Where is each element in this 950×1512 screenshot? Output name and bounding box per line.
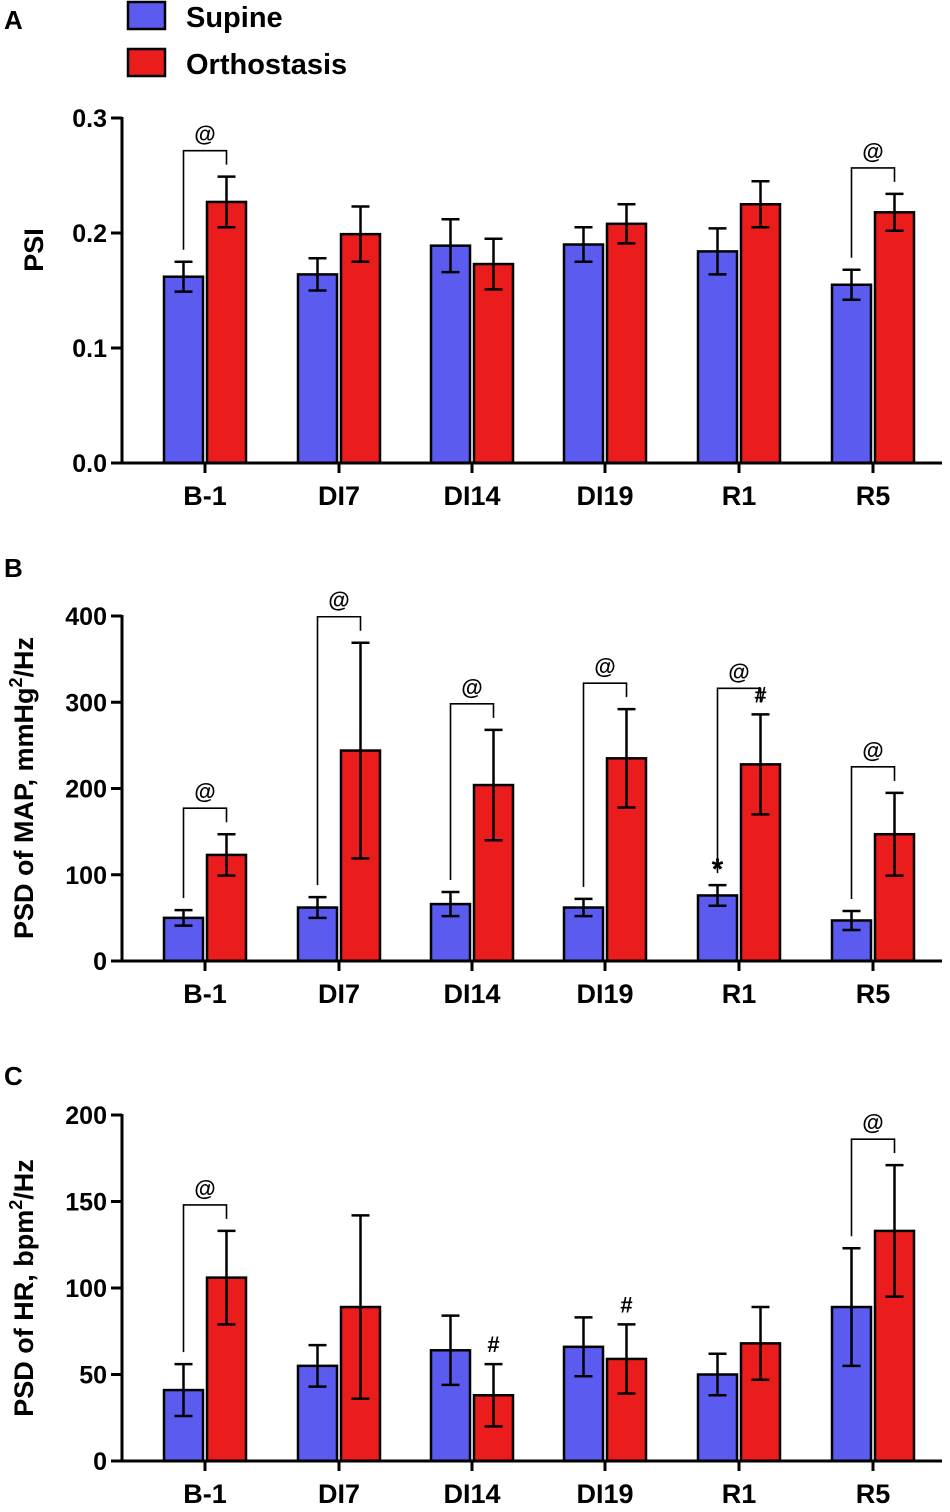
- y-axis-title-b-suffix: /Hz: [9, 637, 39, 678]
- sig-label-a-1: @: [862, 139, 883, 164]
- x-tick-label-b-r5: R5: [856, 979, 891, 1009]
- y-tick-label-b-4: 400: [65, 603, 107, 631]
- x-tick-label-c-di7: DI7: [318, 1479, 360, 1509]
- x-tick-label-a-b-1: B-1: [183, 481, 227, 511]
- legend-swatch-supine: [126, 0, 167, 31]
- bar-a-supine-di7: [296, 273, 339, 465]
- y-tick-label-b-1: 100: [65, 862, 107, 890]
- x-tick-label-a-r5: R5: [856, 481, 891, 511]
- x-tick-label-c-di19: DI19: [576, 1479, 633, 1509]
- sig-label-b-5: @: [862, 738, 883, 763]
- bar-a-orthostasis-b-1: [205, 200, 248, 465]
- panel-a: PSI 0.0 0.1 0.2 0.3 B-1 DI7 DI14 DI19 R1 R5 @ @: [19, 105, 942, 511]
- x-tick-label-c-di14: DI14: [443, 1479, 500, 1509]
- y-tick-label-c-3: 150: [65, 1189, 107, 1217]
- x-tick-label-c-b-1: B-1: [183, 1479, 227, 1509]
- plot-area-a: 0.0 0.1 0.2 0.3 B-1 DI7 DI14 DI19 R1 R5 @ @: [72, 105, 942, 511]
- panel-c: PSD of HR, bpm2/Hz 0 50 100 150 200 B-1 DI7 DI1…: [6, 1102, 942, 1509]
- legend-label-supine: Supine: [186, 2, 283, 34]
- y-tick-label-a-1: 0.1: [72, 335, 107, 363]
- y-axis-title-b-main: PSD of MAP, mmHg: [9, 687, 39, 939]
- y-tick-label-a-0: 0.0: [72, 450, 107, 478]
- y-axis-title-c-suffix: /Hz: [9, 1159, 39, 1200]
- x-tick-label-b-di19: DI19: [576, 979, 633, 1009]
- x-tick-label-b-di14: DI14: [443, 979, 500, 1009]
- y-axis-title-c-sup: 2: [6, 1200, 26, 1210]
- legend-label-orthostasis: Orthostasis: [186, 49, 347, 81]
- sig-mark-c-2: #: [487, 1332, 499, 1357]
- sig-mark-c-3: #: [620, 1292, 632, 1317]
- sig-bracket-c-1: [850, 1138, 896, 1237]
- sig-label-c-0: @: [194, 1176, 215, 1201]
- x-tick-label-c-r5: R5: [856, 1479, 891, 1509]
- sig-label-b-3: @: [594, 654, 615, 679]
- bar-a-supine-di14: [429, 244, 472, 465]
- sig-bracket-a-0: [182, 149, 228, 250]
- y-axis-title-c: PSD of HR, bpm2/Hz: [6, 1159, 39, 1417]
- sig-bracket-b-3: [582, 682, 628, 887]
- sig-bracket-b-1: [316, 615, 362, 886]
- sig-bracket-a-1: [850, 167, 896, 258]
- y-tick-label-a-2: 0.2: [72, 220, 107, 248]
- y-tick-label-c-2: 100: [65, 1275, 107, 1303]
- panel-b: PSD of MAP, mmHg2/Hz 0 100 200 300 400 B-1 DI7…: [6, 588, 942, 1009]
- y-tick-label-b-3: 300: [65, 689, 107, 717]
- y-tick-label-b-0: 0: [93, 948, 107, 976]
- plot-area-c: 0 50 100 150 200 B-1 DI7 DI14 DI19 R1 R5 @ @ # #: [65, 1102, 942, 1509]
- bar-a-supine-b-1: [162, 275, 205, 465]
- sig-label-b-2: @: [461, 675, 482, 700]
- y-tick-label-b-2: 200: [65, 776, 107, 804]
- sig-label-b-1: @: [328, 588, 349, 613]
- bar-a-orthostasis-r5: [873, 211, 916, 465]
- y-tick-label-c-1: 50: [79, 1362, 107, 1390]
- panel-letter-c: C: [4, 1061, 23, 1091]
- x-tick-label-a-di19: DI19: [576, 481, 633, 511]
- y-tick-label-a-3: 0.3: [72, 105, 107, 133]
- bar-a-orthostasis-di19: [605, 222, 648, 465]
- sig-bracket-c-0: [182, 1204, 228, 1353]
- legend-swatch-orthostasis: [126, 47, 167, 78]
- y-axis-title-b: PSD of MAP, mmHg2/Hz: [6, 637, 39, 939]
- sig-mark-b-7: *: [712, 853, 724, 886]
- x-tick-label-b-r1: R1: [722, 979, 757, 1009]
- bar-a-orthostasis-di7: [339, 232, 382, 465]
- bar-c-orthostasis-r5: [873, 1229, 916, 1463]
- sig-bracket-b-2: [449, 703, 495, 880]
- x-tick-label-b-di7: DI7: [318, 979, 360, 1009]
- sig-bracket-b-5: [850, 766, 896, 899]
- x-tick-label-b-b-1: B-1: [183, 979, 227, 1009]
- bar-a-supine-di19: [562, 243, 605, 465]
- panel-letter-a: A: [4, 5, 23, 35]
- y-axis-title-b-sup: 2: [6, 677, 26, 687]
- y-tick-label-c-4: 200: [65, 1102, 107, 1130]
- y-axis-title-a: PSI: [19, 228, 49, 272]
- y-axis-title-c-main: PSD of HR, bpm: [9, 1210, 39, 1417]
- panel-letter-b: B: [4, 553, 23, 583]
- sig-label-b-4: @: [728, 659, 749, 684]
- bar-a-supine-r5: [830, 283, 873, 465]
- x-tick-label-a-di14: DI14: [443, 481, 500, 511]
- y-tick-label-c-0: 0: [93, 1448, 107, 1476]
- legend: Supine Orthostasis: [126, 0, 347, 81]
- bar-a-supine-r1: [696, 250, 739, 465]
- bar-a-orthostasis-di14: [472, 262, 515, 465]
- sig-label-c-1: @: [862, 1110, 883, 1135]
- sig-label-b-0: @: [194, 779, 215, 804]
- sig-bracket-b-0: [182, 807, 228, 899]
- x-tick-label-c-r1: R1: [722, 1479, 757, 1509]
- sig-mark-b-6: #: [754, 682, 766, 707]
- x-tick-label-a-r1: R1: [722, 481, 757, 511]
- sig-label-a-0: @: [194, 122, 215, 147]
- sig-bracket-b-4: [716, 687, 762, 874]
- bar-a-orthostasis-r1: [739, 203, 782, 465]
- x-tick-label-a-di7: DI7: [318, 481, 360, 511]
